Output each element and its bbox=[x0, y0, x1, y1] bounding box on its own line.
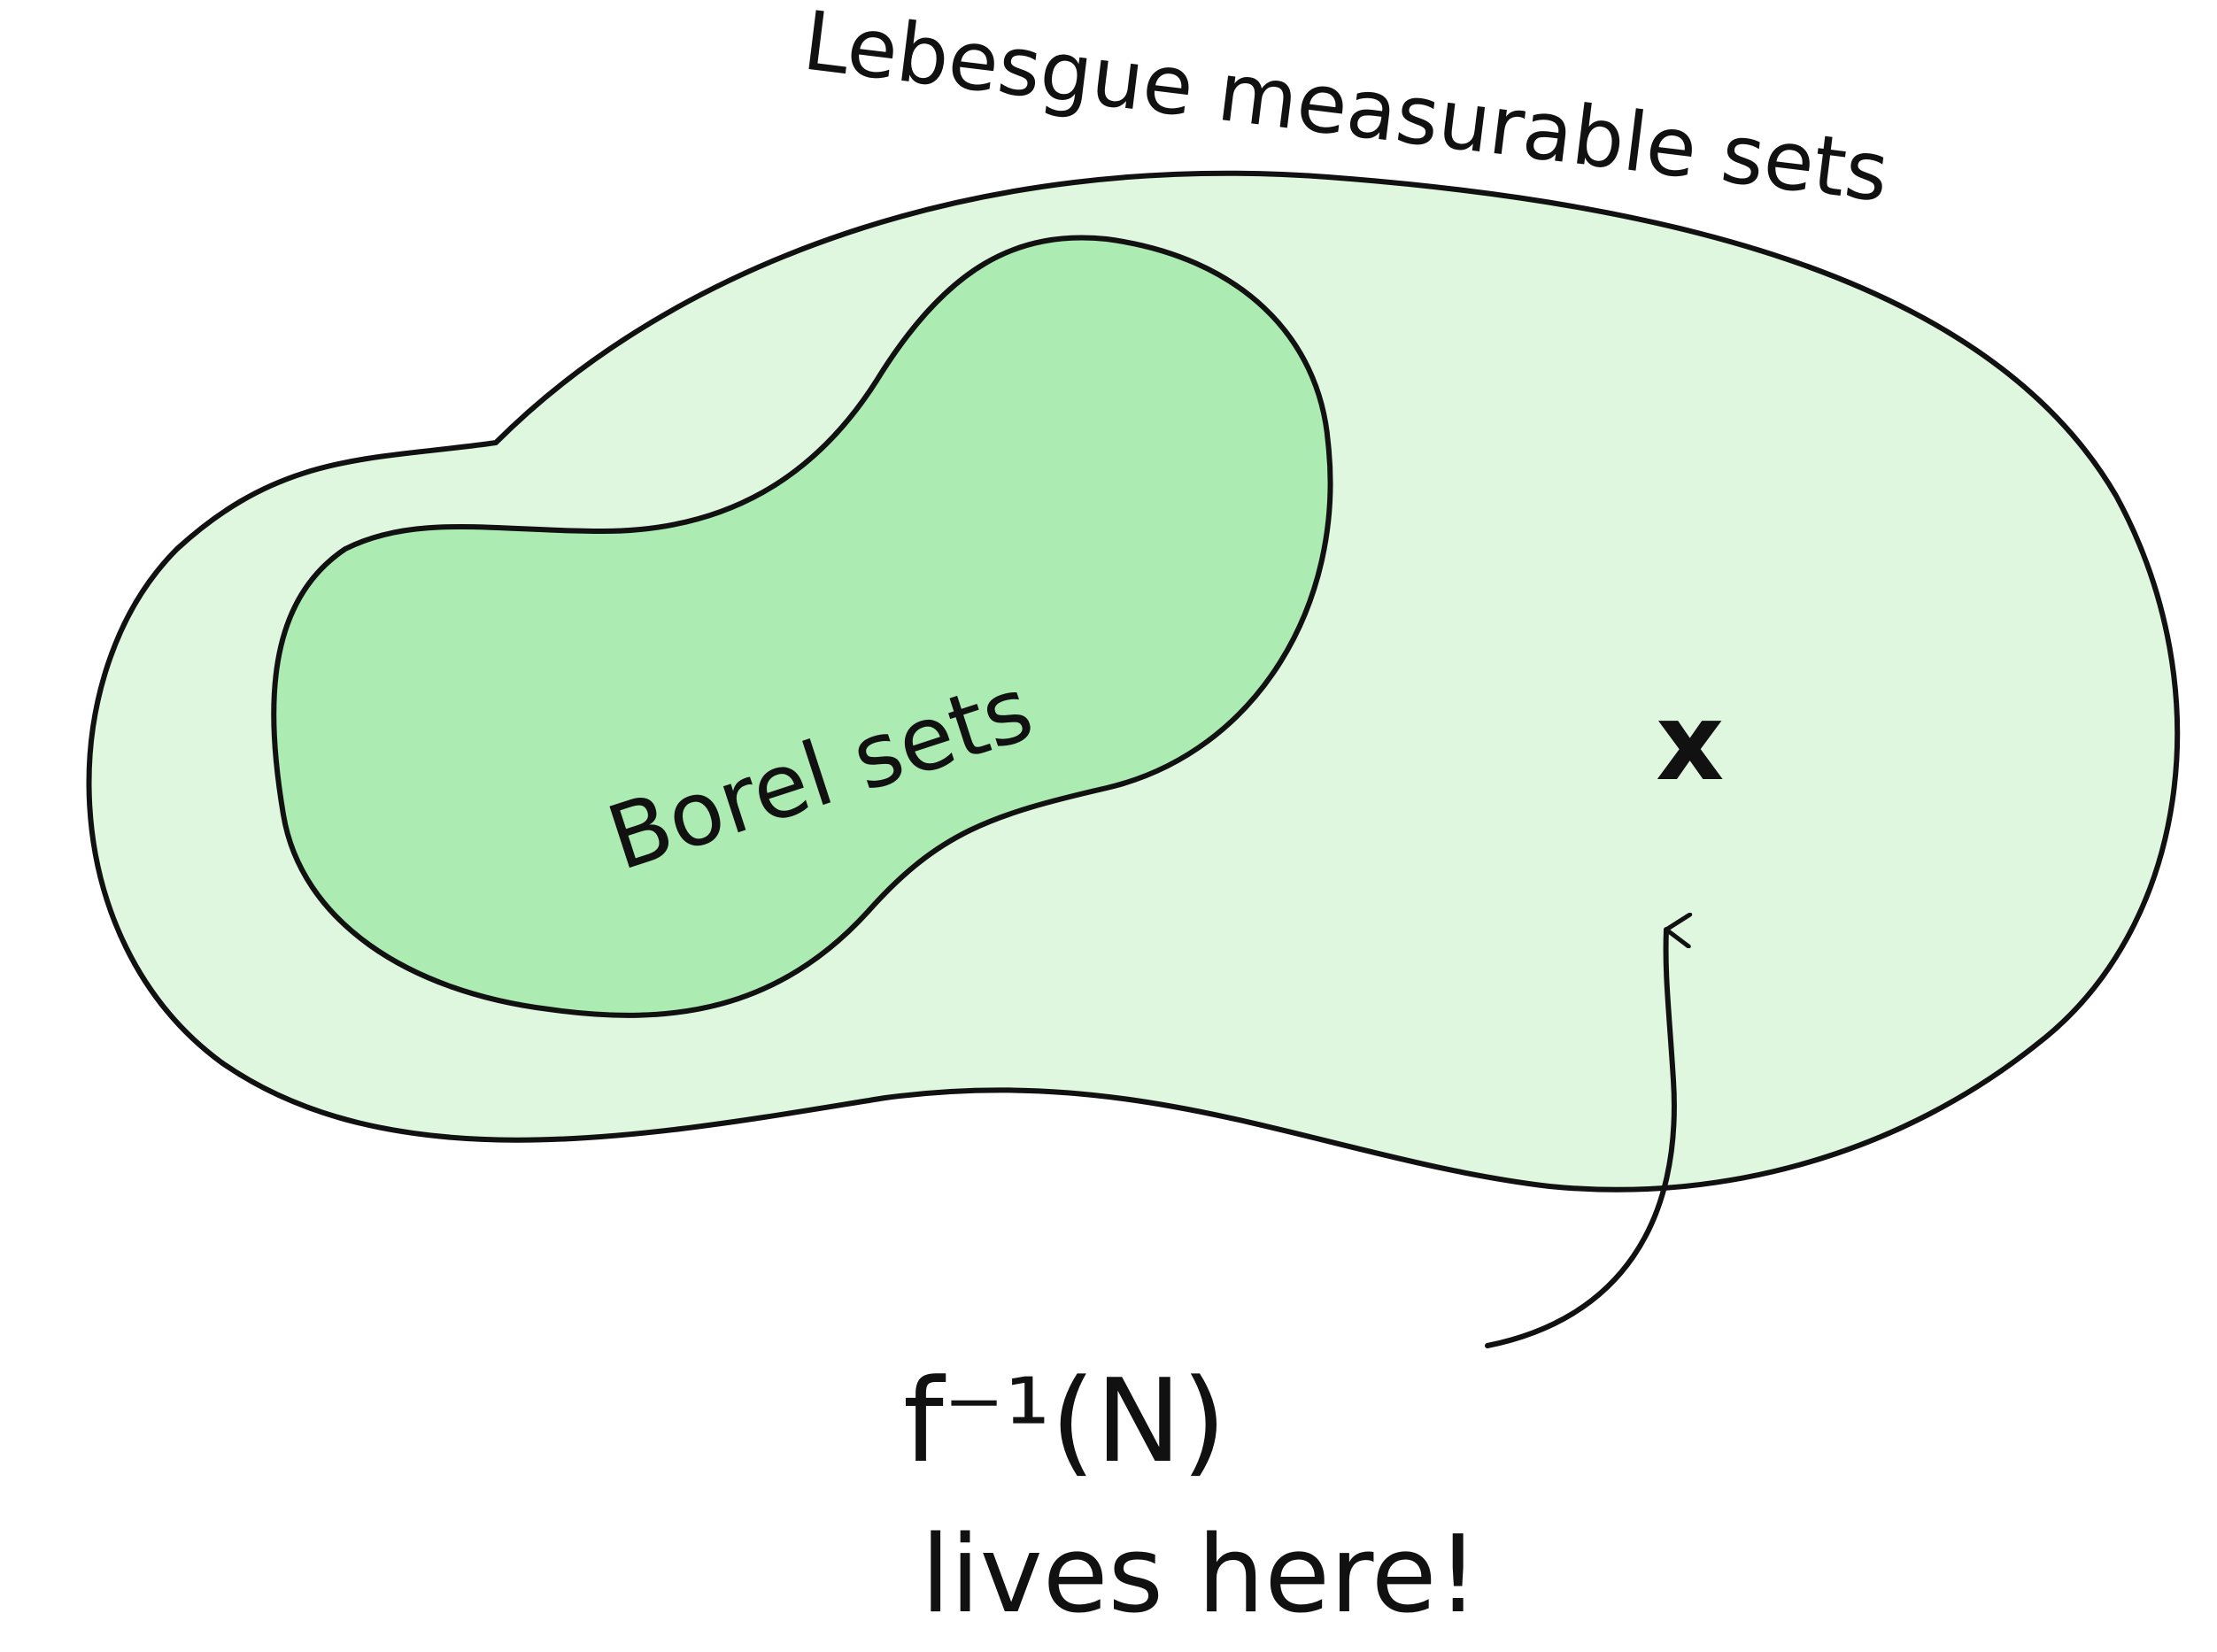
point-marker: x bbox=[1656, 682, 1724, 805]
pointer-arrow bbox=[1485, 930, 1674, 1348]
preimage-formula: f⁻¹(N) bbox=[903, 1354, 1226, 1488]
annotation-caption: lives here! bbox=[921, 1514, 1479, 1637]
borel-sets-region bbox=[271, 235, 1333, 1018]
